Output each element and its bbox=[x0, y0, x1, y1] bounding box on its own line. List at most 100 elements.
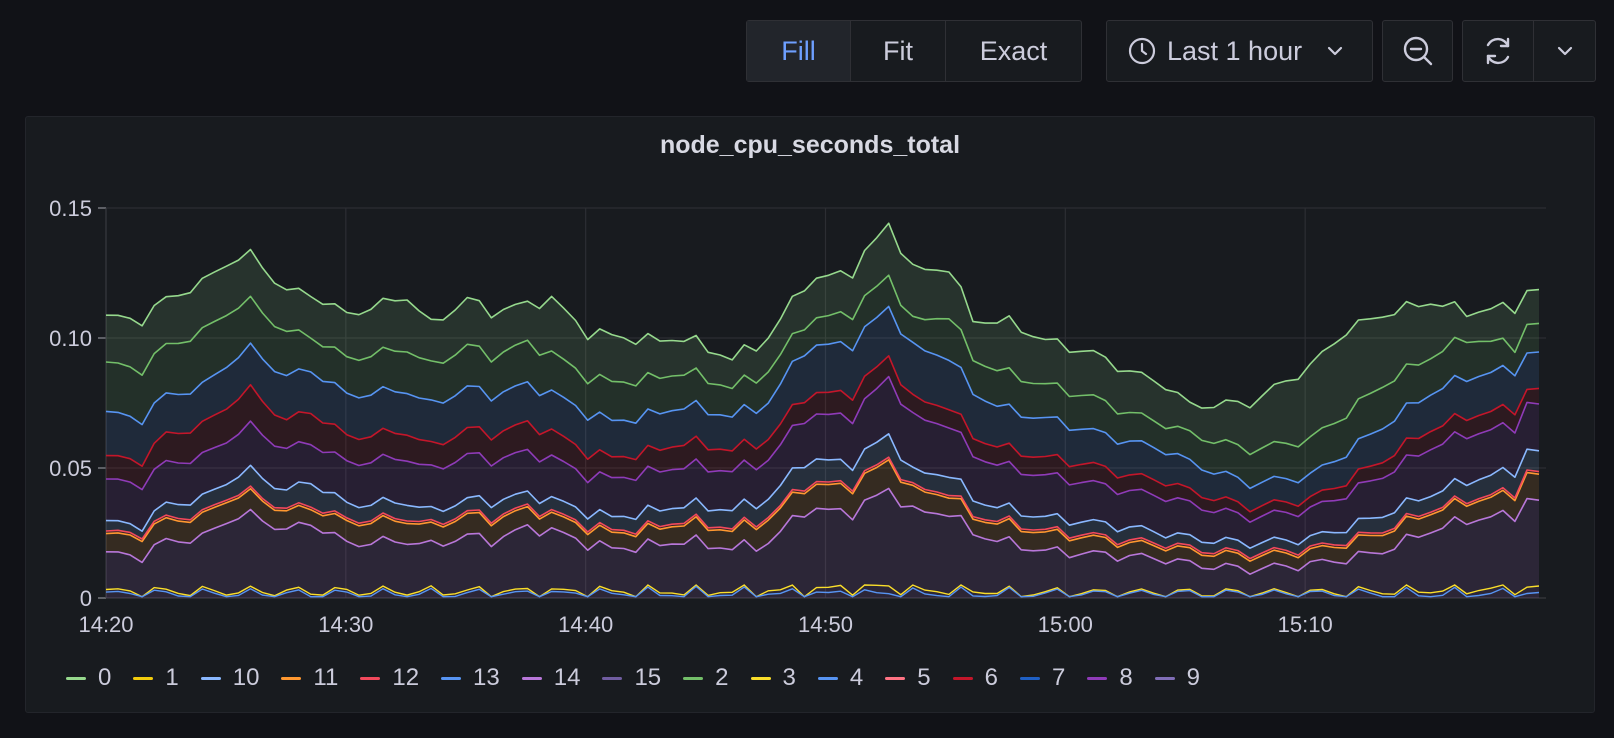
exact-button[interactable]: Exact bbox=[945, 21, 1081, 81]
panel-title: node_cpu_seconds_total bbox=[659, 131, 961, 159]
legend-label: 6 bbox=[984, 664, 998, 691]
legend-item-8[interactable]: 8 bbox=[1087, 664, 1133, 692]
legend: 0 1 10 11 12 13 14 15 2 3 4 5 6 7 8 9 bbox=[66, 662, 1222, 694]
refresh-button[interactable] bbox=[1463, 21, 1533, 81]
legend-label: 0 bbox=[98, 664, 112, 691]
refresh-interval-button[interactable] bbox=[1533, 21, 1595, 81]
legend-swatch bbox=[521, 676, 542, 680]
legend-swatch bbox=[885, 676, 906, 680]
legend-item-15[interactable]: 15 bbox=[602, 664, 661, 692]
legend-label: 7 bbox=[1051, 664, 1066, 691]
legend-swatch bbox=[1087, 676, 1108, 680]
legend-label: 15 bbox=[634, 664, 662, 691]
legend-label: 2 bbox=[715, 664, 729, 691]
chart-grid bbox=[98, 207, 1546, 599]
legend-item-7[interactable]: 7 bbox=[1019, 664, 1066, 692]
legend-label: 14 bbox=[553, 664, 581, 691]
legend-swatch bbox=[66, 676, 86, 680]
line-series-10 bbox=[105, 433, 1540, 549]
zoom-out-group bbox=[1382, 20, 1453, 82]
toolbar: Fill Fit Exact Last 1 hour bbox=[0, 20, 1614, 84]
legend-swatch bbox=[133, 676, 154, 680]
legend-swatch bbox=[683, 676, 704, 680]
y-tick-label: 0.15 bbox=[49, 196, 92, 221]
graph-panel bbox=[25, 116, 1595, 713]
line-series-12 bbox=[105, 456, 1540, 560]
legend-label: 5 bbox=[917, 664, 931, 691]
x-tick-label: 14:40 bbox=[558, 612, 613, 637]
x-tick-label: 15:10 bbox=[1278, 612, 1333, 637]
legend-swatch bbox=[1154, 676, 1175, 680]
legend-swatch bbox=[817, 676, 838, 680]
legend-swatch bbox=[602, 676, 623, 680]
legend-swatch bbox=[750, 676, 771, 680]
fill-button[interactable]: Fill bbox=[747, 21, 850, 81]
legend-swatch bbox=[952, 676, 973, 680]
legend-item-6[interactable]: 6 bbox=[952, 664, 998, 692]
x-tick-label: 14:50 bbox=[798, 612, 853, 637]
legend-label: 13 bbox=[473, 664, 500, 691]
legend-item-2[interactable]: 2 bbox=[683, 664, 729, 692]
legend-item-13[interactable]: 13 bbox=[441, 664, 500, 692]
legend-label: 4 bbox=[849, 664, 864, 691]
x-tick-label: 14:20 bbox=[78, 612, 133, 637]
area-series-2 bbox=[106, 275, 1539, 489]
legend-item-3[interactable]: 3 bbox=[750, 664, 796, 692]
area-series-14 bbox=[106, 488, 1539, 598]
refresh-icon bbox=[1486, 37, 1510, 65]
line-series-4 bbox=[105, 305, 1540, 490]
line-series-6 bbox=[105, 355, 1540, 513]
legend-item-1[interactable]: 1 bbox=[133, 664, 179, 692]
y-tick-label: 0 bbox=[80, 586, 92, 611]
legend-label: 11 bbox=[313, 664, 339, 691]
legend-label: 9 bbox=[1186, 664, 1201, 691]
y-tick-label: 0.10 bbox=[49, 326, 92, 351]
legend-swatch bbox=[1019, 676, 1040, 680]
legend-item-14[interactable]: 14 bbox=[521, 664, 581, 692]
area-series-8 bbox=[106, 376, 1539, 549]
refresh-group bbox=[1462, 20, 1596, 82]
zoom-out-button[interactable] bbox=[1383, 21, 1452, 81]
view-mode-group: Fill Fit Exact bbox=[746, 20, 1082, 82]
x-tick-label: 14:30 bbox=[318, 612, 373, 637]
legend-item-5[interactable]: 5 bbox=[885, 664, 931, 692]
chevron-down-icon bbox=[1557, 46, 1572, 56]
legend-label: 1 bbox=[165, 664, 179, 691]
chart-areas bbox=[106, 223, 1539, 598]
legend-label: 8 bbox=[1119, 664, 1133, 691]
legend-item-10[interactable]: 10 bbox=[200, 664, 260, 692]
area-series-0 bbox=[106, 223, 1539, 455]
zoom-out-icon bbox=[1403, 36, 1432, 66]
chevron-down-icon bbox=[1327, 46, 1343, 56]
legend-swatch bbox=[360, 676, 381, 680]
chart-lines bbox=[105, 222, 1540, 598]
legend-item-4[interactable]: 4 bbox=[817, 664, 864, 692]
legend-label: 10 bbox=[232, 664, 260, 691]
legend-item-9[interactable]: 9 bbox=[1154, 664, 1201, 692]
legend-label: 3 bbox=[782, 664, 796, 691]
x-axis-labels: 14:20 14:30 14:40 14:50 15:00 15:10 bbox=[78, 612, 1332, 637]
line-series-14 bbox=[105, 487, 1540, 575]
time-range-button[interactable]: Last 1 hour bbox=[1107, 21, 1372, 81]
line-series-8 bbox=[105, 375, 1540, 523]
area-series-4 bbox=[106, 306, 1539, 512]
fit-button[interactable]: Fit bbox=[850, 21, 945, 81]
time-range-label: Last 1 hour bbox=[1167, 35, 1303, 66]
area-series-6 bbox=[106, 355, 1539, 523]
legend-item-0[interactable]: 0 bbox=[66, 664, 111, 692]
y-tick-label: 0.05 bbox=[49, 456, 92, 481]
line-series-2 bbox=[105, 274, 1540, 456]
x-tick-label: 15:00 bbox=[1038, 612, 1093, 637]
legend-swatch bbox=[200, 676, 221, 680]
time-picker[interactable]: Last 1 hour bbox=[1106, 20, 1373, 82]
y-axis-labels: 0 0.05 0.10 0.15 bbox=[49, 196, 92, 611]
legend-item-11[interactable]: 11 bbox=[281, 664, 338, 692]
line-series-13 bbox=[105, 585, 1540, 598]
clock-icon bbox=[1128, 37, 1156, 65]
line-series-0 bbox=[105, 222, 1540, 409]
legend-swatch bbox=[281, 676, 302, 680]
legend-item-12[interactable]: 12 bbox=[360, 664, 419, 692]
line-series-11 bbox=[105, 459, 1540, 562]
legend-label: 12 bbox=[392, 664, 420, 691]
